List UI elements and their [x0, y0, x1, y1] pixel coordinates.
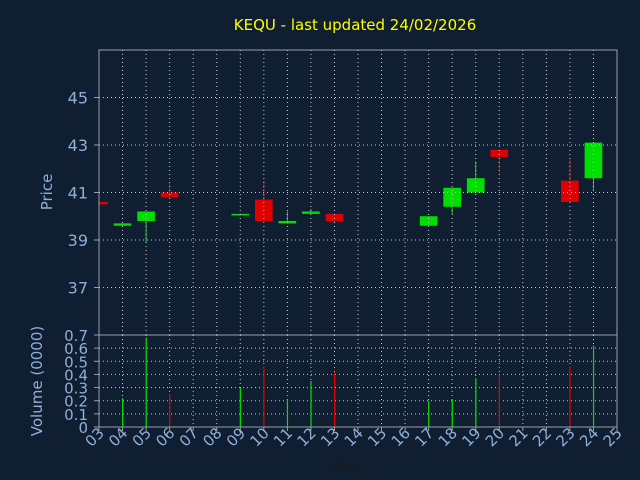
- chart-title: KEQU - last updated 24/02/2026: [234, 16, 476, 34]
- y-tick-label: 0.2: [64, 393, 88, 411]
- volume-bar: [569, 366, 571, 427]
- volume-bar: [122, 398, 124, 427]
- candle-body: [490, 149, 509, 157]
- y-tick-label: 39: [68, 231, 88, 250]
- volume-bar: [286, 399, 289, 427]
- candle-body: [113, 223, 132, 226]
- volume-bar: [475, 378, 477, 427]
- volume-bar: [239, 387, 241, 427]
- y-tick-label: 0: [78, 419, 88, 437]
- volume-bar: [145, 337, 147, 427]
- volume-bar: [498, 374, 500, 427]
- volume-bar: [451, 399, 453, 427]
- y-tick-label: 0.5: [64, 353, 88, 371]
- y-tick-label: 0.3: [64, 380, 88, 398]
- y-tick-label: 37: [68, 279, 88, 298]
- y-tick-label: 43: [68, 136, 88, 155]
- y-axis-label: Volume (0000): [28, 326, 46, 436]
- candle-body: [99, 202, 108, 205]
- candle-body: [466, 178, 485, 193]
- y-tick-label: 45: [68, 89, 88, 108]
- volume-bar: [169, 394, 171, 427]
- volume-bar: [333, 371, 336, 427]
- volume-frame: [98, 334, 618, 428]
- y-tick-label: 0.4: [64, 366, 88, 384]
- candle-body: [137, 211, 155, 221]
- y-tick-label: 0.1: [64, 406, 88, 424]
- y-tick-label: 0.7: [64, 327, 88, 345]
- candle-body: [325, 213, 344, 221]
- candle-body: [584, 142, 603, 179]
- volume-bar: [428, 400, 430, 427]
- candle-body: [419, 216, 438, 226]
- candle-body: [302, 211, 320, 214]
- volume-bar: [310, 381, 312, 427]
- volume-bar: [263, 366, 265, 427]
- candle-body: [561, 180, 579, 202]
- y-tick-label: 0.6: [64, 340, 88, 358]
- y-axis-label: Price: [38, 174, 56, 211]
- volume-bar: [592, 345, 595, 427]
- y-tick-label: 41: [68, 184, 88, 203]
- x-axis-label: Day: [332, 458, 362, 476]
